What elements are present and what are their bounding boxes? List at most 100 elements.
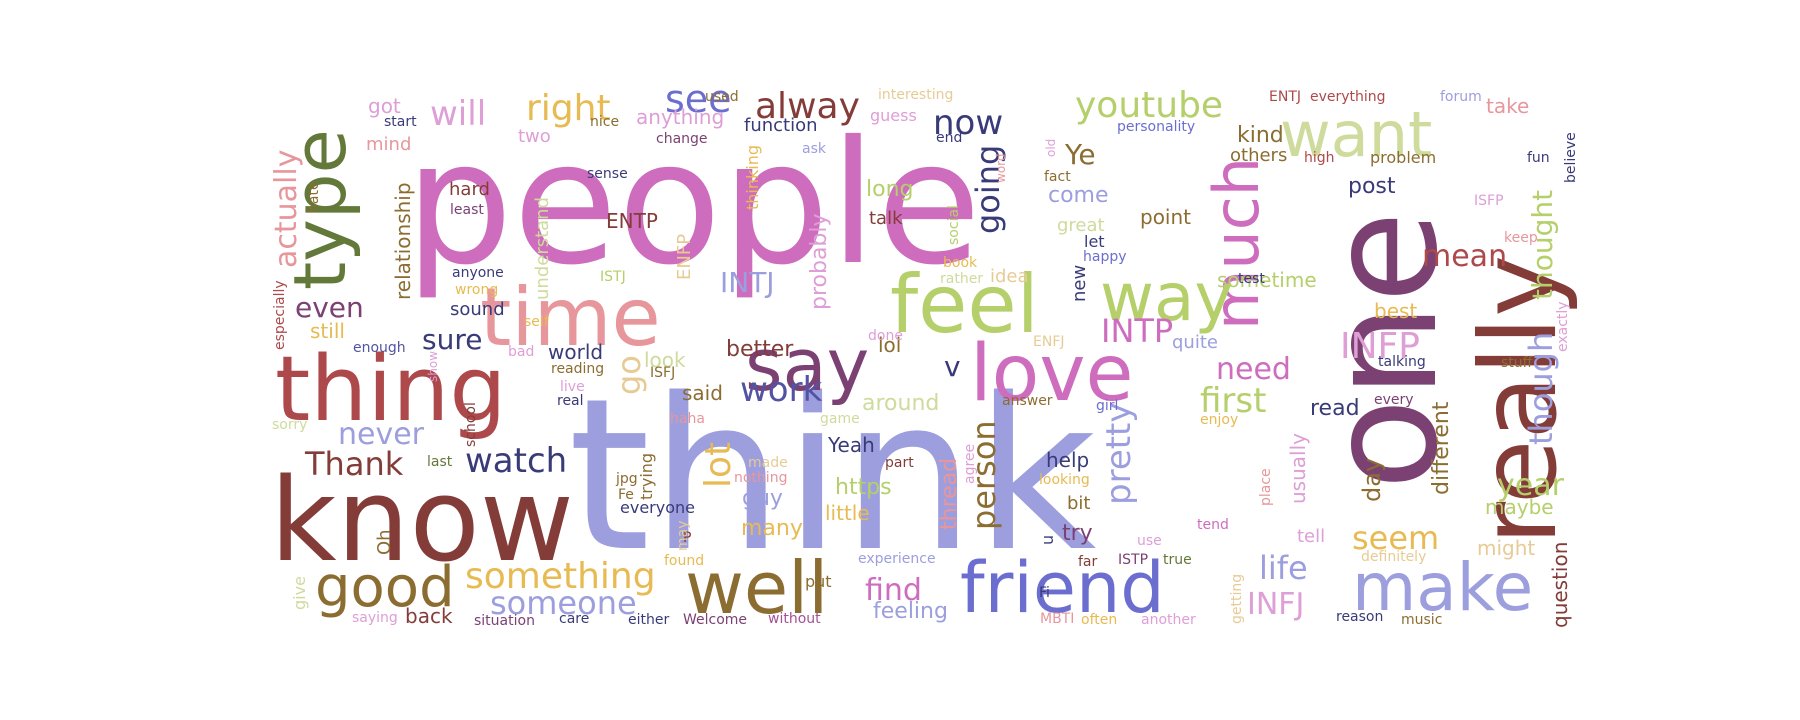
word-reason: reason bbox=[1336, 609, 1383, 625]
word-use: use bbox=[1137, 533, 1162, 549]
word-ask: ask bbox=[802, 141, 827, 157]
word-lol: lol bbox=[878, 333, 901, 357]
word-book: book bbox=[943, 255, 978, 271]
word-sure: sure bbox=[422, 323, 482, 356]
word-intj: INTJ bbox=[720, 266, 775, 299]
word-better: better bbox=[726, 337, 794, 362]
word-nice: nice bbox=[590, 114, 619, 130]
word-time: time bbox=[480, 271, 661, 364]
word-getting: getting bbox=[1229, 574, 1245, 624]
word-answer: answer bbox=[1002, 393, 1053, 409]
word-experience: experience bbox=[858, 551, 936, 567]
word-game: game bbox=[820, 411, 860, 427]
word-old: old bbox=[1044, 139, 1058, 157]
word-anything: anything bbox=[636, 105, 724, 129]
word-come: come bbox=[1048, 183, 1109, 208]
word-different: different bbox=[1429, 401, 1454, 495]
word-tell: tell bbox=[1297, 526, 1325, 547]
word-isfp: ISFP bbox=[1474, 193, 1504, 209]
word-try: try bbox=[1062, 521, 1093, 546]
word-give: give bbox=[290, 576, 309, 610]
word-stuff: stuff bbox=[1501, 355, 1533, 371]
word-little: little bbox=[825, 501, 870, 525]
word-well: well bbox=[685, 546, 828, 630]
word-said: said bbox=[682, 381, 723, 405]
word-going: going bbox=[969, 145, 1007, 234]
word-test: test bbox=[1238, 271, 1265, 287]
word-sense: sense bbox=[587, 166, 628, 182]
word-much: much bbox=[1200, 157, 1273, 330]
word-last: last bbox=[427, 454, 453, 470]
word-least: least bbox=[450, 202, 484, 218]
word-change: change bbox=[656, 131, 708, 147]
word-forum: forum bbox=[1440, 89, 1482, 105]
word-jpg: jpg bbox=[615, 471, 638, 487]
word-relationship: relationship bbox=[391, 182, 415, 300]
word-feel: feel bbox=[890, 258, 1039, 351]
word-let: let bbox=[1084, 232, 1105, 251]
word-best: best bbox=[1374, 299, 1417, 323]
word-type: type bbox=[278, 129, 362, 290]
word-work: work bbox=[740, 370, 823, 410]
word-fi: Fi bbox=[1039, 585, 1050, 601]
word-thing: thing bbox=[275, 337, 507, 442]
word-word: word bbox=[994, 154, 1008, 184]
word-ye: Ye bbox=[1064, 138, 1096, 171]
word-friend: friend bbox=[960, 547, 1165, 629]
word-read: read bbox=[1310, 396, 1360, 421]
word-another: another bbox=[1141, 612, 1196, 628]
word-either: either bbox=[628, 612, 669, 628]
word-way: way bbox=[1100, 259, 1233, 336]
word-post: post bbox=[1348, 174, 1396, 199]
word-right: right bbox=[526, 88, 611, 129]
word-problem: problem bbox=[1370, 148, 1436, 167]
word-p: P bbox=[683, 530, 691, 546]
word-seem: seem bbox=[1352, 519, 1439, 557]
word-especially: especially bbox=[272, 280, 288, 350]
word-see: see bbox=[665, 77, 732, 121]
word-fe: Fe bbox=[618, 487, 634, 503]
word-sometime: sometime bbox=[1217, 268, 1317, 292]
word-hate: hate bbox=[306, 181, 322, 213]
word-great: great bbox=[1057, 215, 1105, 236]
word-start: start bbox=[384, 114, 417, 130]
word-mind: mind bbox=[366, 134, 411, 155]
word-care: care bbox=[559, 611, 589, 627]
word-find: find bbox=[865, 573, 922, 608]
word-sorry: sorry bbox=[272, 417, 307, 433]
word-live: live bbox=[560, 379, 585, 395]
word-enfj: ENFJ bbox=[1033, 334, 1065, 350]
word-sound: sound bbox=[450, 299, 505, 320]
word-hard: hard bbox=[449, 179, 490, 200]
word-wrong: wrong bbox=[455, 282, 498, 298]
word-anyone: anyone bbox=[452, 265, 504, 281]
word-never: never bbox=[338, 417, 425, 452]
word-feeling: feeling bbox=[873, 599, 948, 624]
word-personality: personality bbox=[1117, 119, 1195, 135]
word-v: v bbox=[944, 350, 961, 383]
word-guess: guess bbox=[870, 106, 917, 125]
word-reading: reading bbox=[551, 361, 604, 377]
word-fun: fun bbox=[1527, 150, 1550, 166]
word-infj: INFJ bbox=[1247, 587, 1304, 622]
word-youtube: youtube bbox=[1075, 85, 1223, 126]
word-happy: happy bbox=[1083, 249, 1127, 265]
word-thinking: thinking bbox=[743, 145, 762, 210]
word-year: year bbox=[1497, 468, 1565, 503]
word-everything: everything bbox=[1310, 89, 1386, 105]
word-bad: bad bbox=[508, 344, 534, 360]
word-entp: ENTP bbox=[606, 209, 658, 233]
word-show: show bbox=[426, 351, 440, 382]
word-yeah: Yeah bbox=[827, 433, 875, 457]
word-thread: thread bbox=[937, 458, 962, 530]
word-definitely: definitely bbox=[1361, 549, 1426, 565]
word-still: still bbox=[310, 319, 345, 343]
word-rather: rather bbox=[940, 271, 983, 287]
word-got: got bbox=[368, 94, 401, 118]
word-entj: ENTJ bbox=[1269, 89, 1301, 105]
word-help: help bbox=[1046, 448, 1089, 472]
word-quite: quite bbox=[1172, 332, 1218, 353]
word-https: https bbox=[835, 475, 892, 500]
word-say: say bbox=[745, 323, 869, 407]
word-question: question bbox=[1548, 542, 1572, 628]
